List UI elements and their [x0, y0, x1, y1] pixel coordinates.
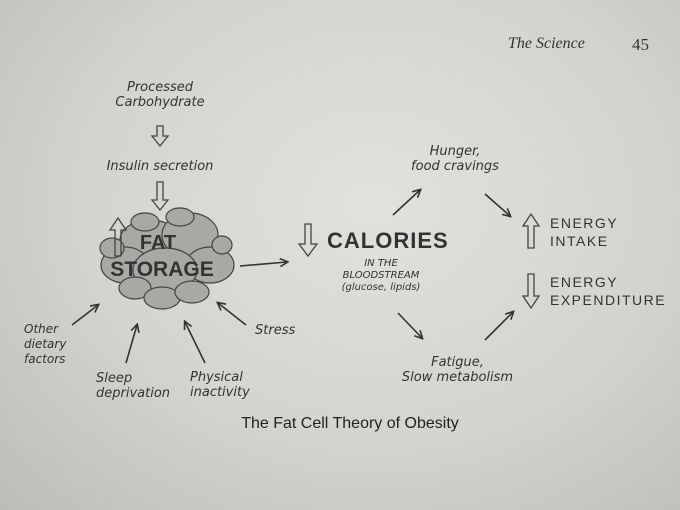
node-fatigue: Fatigue, Slow metabolism: [400, 355, 515, 385]
label-line: Carbohydrate: [115, 95, 205, 110]
node-physical-inactivity: Physical inactivity: [190, 370, 270, 400]
up-arrow-icon: [521, 212, 541, 249]
node-hunger: Hunger, food cravings: [405, 144, 505, 174]
label-line: Physical: [190, 370, 243, 385]
figure-caption: The Fat Cell Theory of Obesity: [241, 415, 459, 432]
label-line: EXPENDITURE: [550, 292, 667, 308]
flow-arrows: [71, 190, 513, 364]
label-line: IN THE: [364, 258, 398, 269]
node-insulin-secretion: Insulin secretion: [106, 159, 214, 174]
label-line: food cravings: [411, 159, 499, 174]
label-line: INTAKE: [550, 233, 609, 249]
node-energy-intake: ENERGY INTAKE: [550, 214, 618, 250]
running-header: The Science: [508, 35, 585, 52]
label-line: ENERGY: [550, 274, 619, 290]
node-stress: Stress: [255, 323, 296, 338]
storage-label: STORAGE: [110, 258, 214, 281]
fat-cell-cluster: [99, 207, 235, 310]
label-line: Hunger,: [429, 144, 481, 159]
node-processed-carbohydrate: Processed Carbohydrate: [115, 80, 205, 110]
node-other-dietary-factors: Other dietary factors: [24, 322, 84, 367]
label-line: inactivity: [190, 385, 250, 400]
label-line: Fatigue,: [431, 355, 484, 370]
page-number: 45: [632, 35, 649, 54]
calories-label: CALORIES: [327, 228, 449, 253]
up-arrow-icon: [108, 216, 128, 257]
node-sleep-deprivation: Sleep deprivation: [96, 371, 176, 401]
node-energy-expenditure: ENERGY EXPENDITURE: [550, 273, 666, 309]
calories-sublabel: IN THE BLOODSTREAM (glucose, lipids): [326, 258, 436, 294]
label-line: dietary: [24, 337, 67, 351]
down-arrow-icon: [521, 273, 541, 310]
hollow-down-arrow: [150, 125, 170, 212]
label-line: Sleep: [96, 371, 133, 386]
label-line: Processed: [126, 80, 194, 95]
label-line: Slow metabolism: [401, 370, 514, 385]
label-line: (glucose, lipids): [341, 282, 421, 293]
label-line: ENERGY: [550, 215, 619, 231]
down-arrow-icon: [297, 223, 319, 258]
label-line: factors: [24, 352, 66, 366]
fat-label: FAT: [139, 232, 177, 254]
label-line: Other: [24, 322, 59, 336]
label-line: BLOODSTREAM: [342, 270, 420, 281]
label-line: deprivation: [96, 386, 171, 401]
